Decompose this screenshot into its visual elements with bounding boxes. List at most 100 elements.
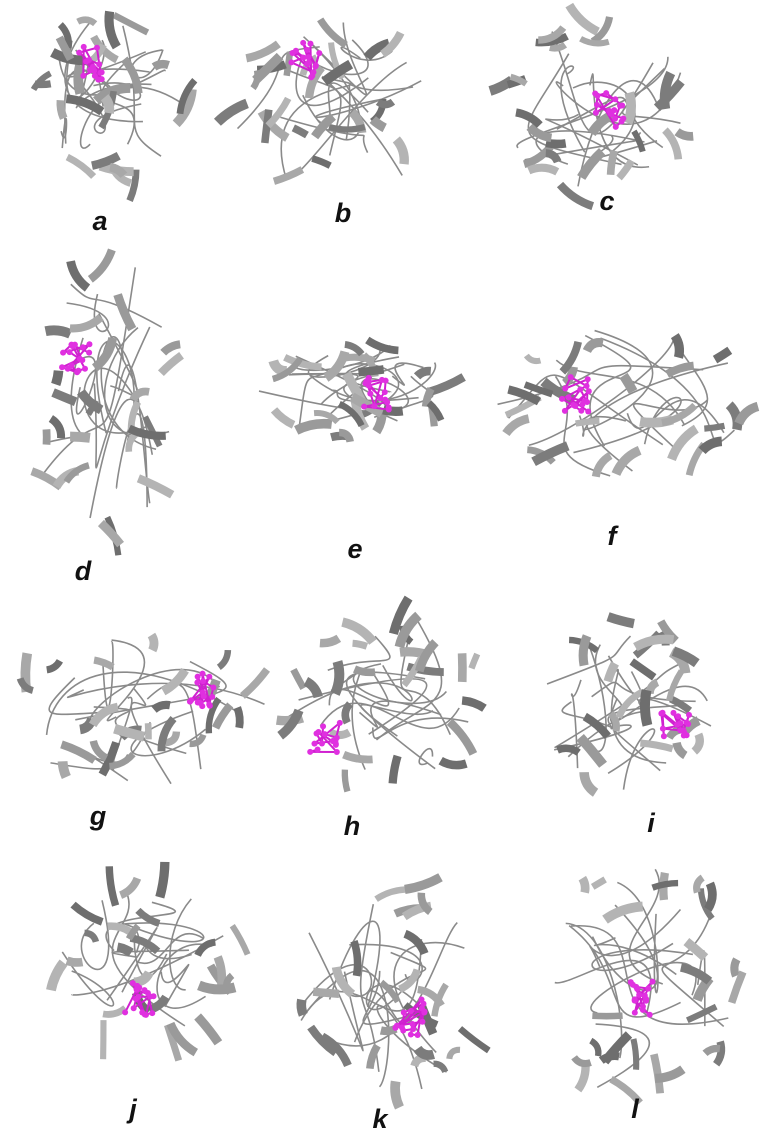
ribbon — [697, 888, 715, 921]
atom — [59, 364, 66, 371]
coil-loop — [362, 970, 425, 1025]
panel-label: b — [335, 198, 352, 228]
ribbon — [194, 938, 216, 957]
ribbon — [575, 417, 600, 427]
protein-structure — [488, 2, 694, 211]
atom — [639, 1003, 646, 1010]
ribbon — [100, 94, 115, 114]
ribbon — [725, 401, 743, 431]
ribbon — [674, 128, 694, 141]
atom — [414, 1031, 421, 1038]
ribbon — [125, 923, 141, 941]
atom — [419, 1018, 426, 1025]
ribbon — [265, 96, 292, 129]
ribbon — [398, 968, 421, 993]
ribbon — [526, 123, 553, 143]
bond — [412, 1011, 426, 1030]
atom — [300, 39, 307, 46]
bond — [144, 996, 152, 1016]
atom — [149, 1010, 156, 1017]
coil-loop — [561, 701, 616, 730]
ribbon — [109, 751, 136, 770]
atom — [199, 670, 206, 677]
ribbon — [213, 955, 227, 987]
coil-loop — [418, 748, 434, 766]
ribbon — [606, 149, 618, 176]
ribbon — [129, 387, 150, 402]
ribbon — [446, 718, 478, 756]
bond — [661, 711, 678, 726]
coil-loop — [595, 1023, 651, 1089]
coil-loop — [591, 681, 696, 703]
atom — [585, 408, 592, 415]
ribbon — [66, 260, 91, 292]
ribbon — [630, 1038, 640, 1070]
ribbon — [421, 387, 435, 408]
ribbon — [606, 612, 635, 629]
coil-loop — [584, 329, 654, 431]
ribbon — [538, 25, 567, 44]
atom — [620, 115, 627, 122]
ribbon — [365, 336, 399, 355]
ribbon — [545, 138, 567, 149]
atom — [677, 720, 684, 727]
ribbon — [406, 662, 444, 677]
atom — [194, 679, 201, 686]
atom — [316, 50, 323, 57]
atom — [304, 61, 311, 68]
ribbon — [88, 702, 119, 728]
coil-loop — [358, 700, 442, 728]
atom — [680, 727, 687, 734]
coil-loop — [570, 679, 582, 769]
ligand — [592, 90, 627, 130]
protein-structure — [30, 248, 184, 556]
atom — [312, 62, 319, 69]
ribbon — [160, 667, 189, 696]
atom — [381, 389, 388, 396]
ribbon — [374, 886, 407, 902]
ribbon — [240, 667, 271, 699]
coil-loop — [136, 932, 204, 965]
coil-loop — [528, 339, 675, 447]
ribbon — [352, 639, 369, 650]
atom — [71, 341, 78, 348]
ribbon — [713, 1040, 726, 1067]
ribbon — [252, 52, 284, 84]
coil-loop — [79, 86, 185, 149]
ribbon — [229, 924, 251, 956]
atom — [310, 69, 317, 76]
ribbon — [321, 59, 354, 86]
ribbon — [413, 366, 432, 380]
ribbon — [633, 634, 675, 652]
ribbon — [70, 431, 91, 443]
ribbon — [342, 750, 373, 764]
ribbon — [650, 1053, 665, 1094]
ribbon — [653, 78, 685, 112]
ribbon — [527, 163, 560, 176]
ribbon — [601, 1031, 633, 1065]
coil-loop — [617, 881, 659, 994]
bond — [633, 994, 641, 1013]
atom — [307, 748, 314, 755]
atom — [420, 1000, 427, 1007]
coil-loop — [156, 943, 213, 1009]
ribbon — [102, 1005, 128, 1018]
ribbon — [468, 652, 481, 670]
ribbon — [60, 740, 97, 764]
protein-structure — [46, 861, 251, 1062]
atom — [315, 729, 322, 736]
atom — [86, 341, 93, 348]
ribbon — [233, 706, 244, 729]
ribbon — [155, 861, 170, 899]
coil-loop — [168, 898, 192, 991]
coil-loop — [283, 61, 407, 180]
atom — [371, 403, 378, 410]
atom — [210, 684, 217, 691]
atom — [377, 395, 384, 402]
ribbon — [319, 634, 342, 648]
ribbon — [438, 756, 468, 770]
protein-structure — [213, 17, 422, 185]
ribbon — [291, 124, 309, 139]
atom — [132, 995, 139, 1002]
ribbon — [704, 881, 717, 912]
